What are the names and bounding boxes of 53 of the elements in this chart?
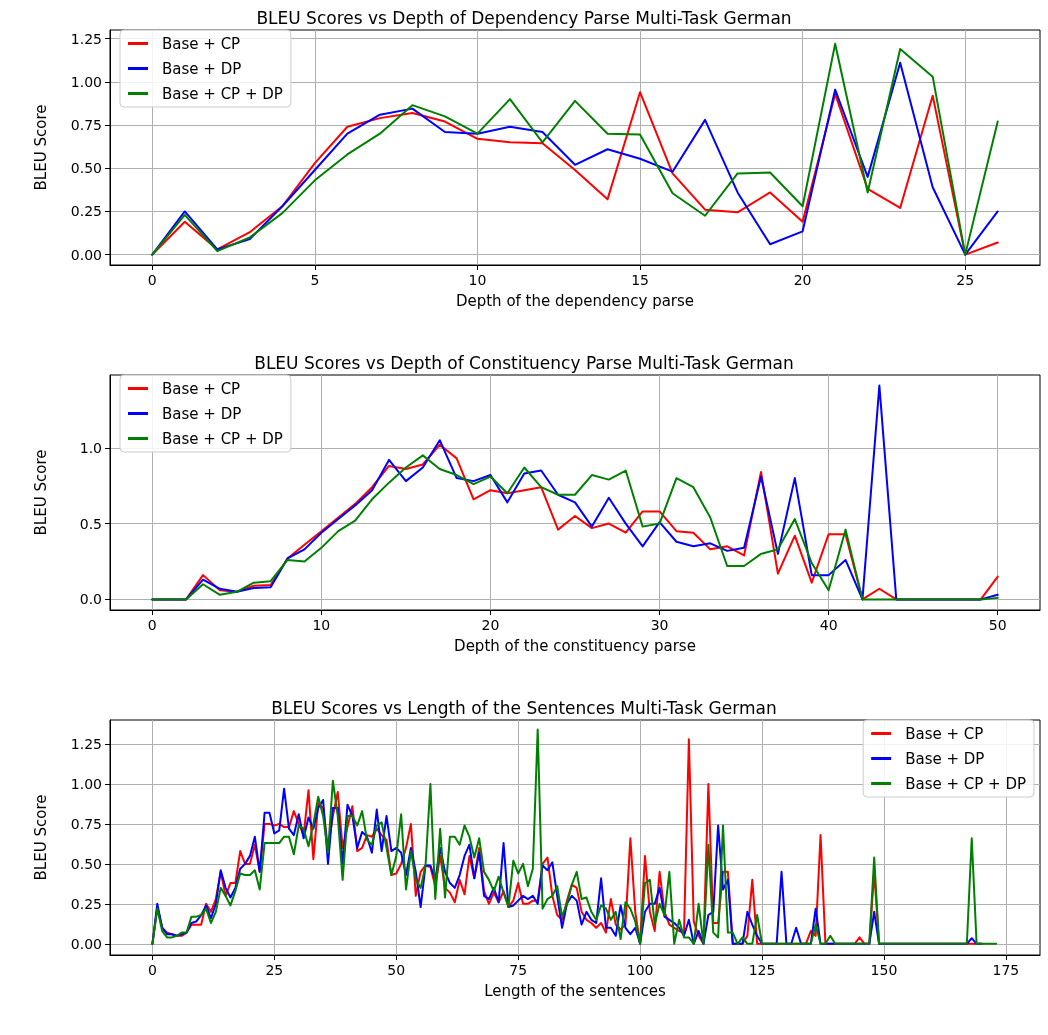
y-tick-label: 0.50 xyxy=(70,160,102,177)
y-tick-label: 1.25 xyxy=(70,735,102,752)
y-tick-label: 0.00 xyxy=(70,246,102,263)
x-tick-label: 10 xyxy=(312,617,331,633)
x-tick-label: 175 xyxy=(992,962,1020,978)
legend-label: Base + DP xyxy=(905,749,985,768)
x-axis-title: Depth of the constituency parse xyxy=(454,636,696,655)
x-tick-label: 10 xyxy=(468,272,487,288)
y-tick-label: 1.0 xyxy=(79,439,102,456)
x-tick-label: 15 xyxy=(631,272,649,288)
y-tick-label: 0.75 xyxy=(70,815,102,832)
x-tick-label: 125 xyxy=(748,962,776,978)
x-tick-label: 20 xyxy=(793,272,812,288)
x-tick-label: 150 xyxy=(870,962,898,978)
x-tick-label: 25 xyxy=(265,962,284,978)
x-tick-label: 0 xyxy=(147,272,157,288)
x-tick-label: 25 xyxy=(956,272,975,288)
y-tick-label: 0.25 xyxy=(70,895,102,912)
chart-title: BLEU Scores vs Depth of Constituency Parse Multi-Task German xyxy=(254,352,794,373)
x-tick-label: 40 xyxy=(819,617,838,633)
legend-label: Base + DP xyxy=(162,404,242,423)
y-tick-label: 0.5 xyxy=(79,515,102,532)
y-axis-title: BLEU Score xyxy=(31,449,50,536)
y-tick-label: 0.00 xyxy=(70,935,102,952)
x-tick-label: 100 xyxy=(626,962,654,978)
chart-title: BLEU Scores vs Depth of Dependency Parse Multi-Task German xyxy=(256,7,792,28)
x-tick-label: 20 xyxy=(481,617,500,633)
y-axis-title: BLEU Score xyxy=(31,104,50,191)
x-tick-label: 5 xyxy=(310,272,320,288)
x-tick-label: 0 xyxy=(147,962,157,978)
x-tick-label: 50 xyxy=(988,617,1007,633)
x-axis-title: Length of the sentences xyxy=(484,981,666,1000)
chart-title: BLEU Scores vs Length of the Sentences Multi-Task German xyxy=(271,697,777,718)
legend-label: Base + CP xyxy=(162,34,241,53)
y-tick-label: 0.0 xyxy=(79,591,102,608)
y-tick-label: 0.25 xyxy=(70,203,102,220)
x-tick-label: 30 xyxy=(650,617,669,633)
legend-label: Base + CP + DP xyxy=(905,774,1027,793)
x-tick-label: 0 xyxy=(147,617,157,633)
y-tick-label: 1.25 xyxy=(70,30,102,47)
y-axis-title: BLEU Score xyxy=(31,794,50,881)
y-tick-label: 1.00 xyxy=(70,775,102,792)
y-tick-label: 0.75 xyxy=(70,117,102,134)
legend-label: Base + DP xyxy=(162,59,242,78)
y-tick-label: 0.50 xyxy=(70,855,102,872)
x-tick-label: 75 xyxy=(509,962,528,978)
legend-label: Base + CP xyxy=(162,379,241,398)
x-tick-label: 50 xyxy=(387,962,406,978)
legend-label: Base + CP xyxy=(905,724,984,743)
legend-label: Base + CP + DP xyxy=(162,429,283,448)
legend-label: Base + CP + DP xyxy=(162,84,283,103)
y-tick-label: 1.00 xyxy=(70,73,102,90)
x-axis-title: Depth of the dependency parse xyxy=(455,291,695,310)
